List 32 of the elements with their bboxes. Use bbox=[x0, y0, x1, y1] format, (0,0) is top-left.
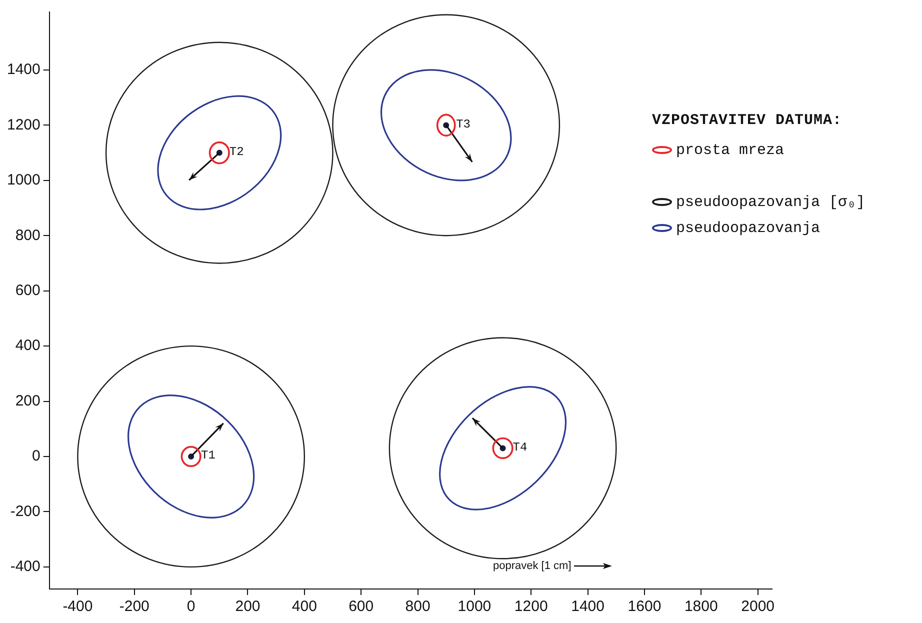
x-tick-label: 1000 bbox=[458, 598, 492, 616]
y-tick-label: -200 bbox=[10, 502, 40, 520]
y-tick-label: 0 bbox=[32, 448, 40, 465]
y-tick-label: 1000 bbox=[6, 172, 40, 189]
x-tick-label: 1400 bbox=[571, 598, 604, 616]
x-tick-label: 1800 bbox=[684, 598, 718, 616]
y-tick-label: -400 bbox=[10, 558, 40, 576]
x-tick-label: -400 bbox=[62, 598, 93, 616]
y-tick-label: 800 bbox=[15, 226, 40, 244]
x-tick-label: 1200 bbox=[514, 598, 548, 616]
y-tick-label: 600 bbox=[15, 282, 40, 299]
x-tick-label: 1600 bbox=[628, 598, 662, 616]
x-tick-label: 600 bbox=[348, 598, 374, 616]
annotation: T2 bbox=[229, 144, 244, 159]
annotation: prosta mreza bbox=[676, 142, 784, 158]
annotation: T3 bbox=[456, 117, 471, 132]
annotation: T4 bbox=[512, 440, 528, 454]
x-tick-label: 2000 bbox=[741, 598, 775, 616]
y-tick-label: 400 bbox=[15, 337, 40, 354]
annotation: pseudoopazovanja bbox=[676, 220, 820, 236]
x-tick-label: 0 bbox=[186, 598, 196, 616]
y-tick-label: 1200 bbox=[6, 116, 40, 134]
y-tick-label: 200 bbox=[15, 392, 40, 410]
x-tick-label: 800 bbox=[405, 598, 430, 616]
x-tick-label: 400 bbox=[292, 598, 317, 616]
y-tick-label: 1400 bbox=[6, 61, 40, 78]
x-tick-label: -200 bbox=[119, 598, 150, 616]
annotation: pseudoopazovanja [σ₀] bbox=[676, 194, 866, 210]
annotation: T1 bbox=[201, 448, 216, 463]
x-tick-label: 200 bbox=[235, 598, 260, 616]
legend-title: VZPOSTAVITEV DATUMA: bbox=[652, 112, 844, 129]
annotation: popravek [1 cm] bbox=[493, 560, 572, 572]
